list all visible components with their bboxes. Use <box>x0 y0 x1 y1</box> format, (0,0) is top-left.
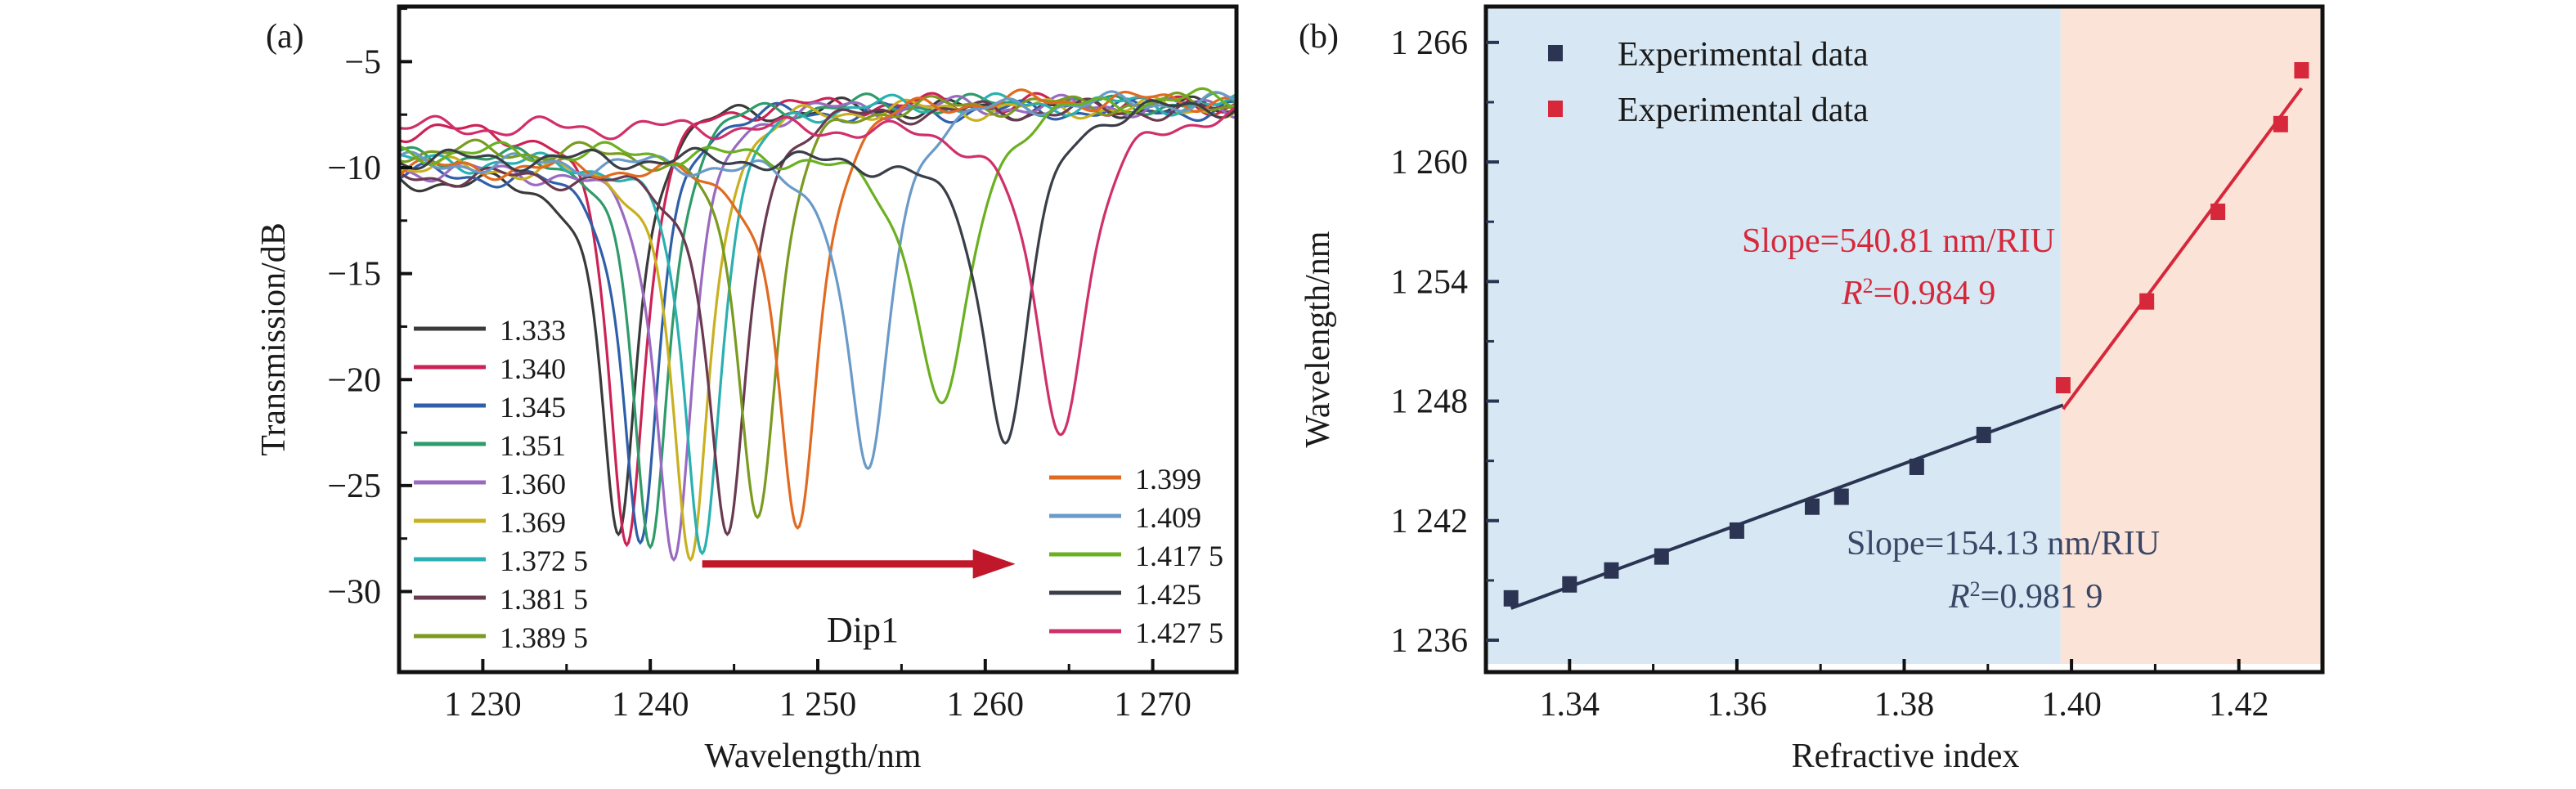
x-tick-label: 1.36 <box>1707 686 1767 724</box>
x-tick-label: 1 250 <box>779 686 857 724</box>
legend-label: 1.372 5 <box>500 545 588 577</box>
panel-a-curves <box>399 87 1236 563</box>
data-point-blue <box>1804 498 1820 515</box>
legend-label: 1.425 <box>1135 578 1201 611</box>
data-point-red <box>2055 377 2071 394</box>
spectrum-line-1.399 <box>399 88 1236 530</box>
y-tick-label: 1 248 <box>1391 383 1469 421</box>
legend-label: 1.340 <box>500 352 566 385</box>
legend-label: 1.389 5 <box>500 621 588 654</box>
fit-annotation-blue: Slope=154.13 nm/RIU R2=0.981 9 <box>1847 525 2160 616</box>
fit-annotation-red: Slope=540.81 nm/RIU R2=0.984 9 <box>1742 222 2055 312</box>
panel-a-y-axis: −5 −10 −15 −20 −25 −30 <box>327 7 412 611</box>
panel-a-x-axis: 1 230 1 240 1 250 1 260 1 270 <box>444 659 1238 724</box>
panel-b-y-axis: 1 236 1 242 1 248 1 254 1 260 1 266 <box>1391 25 1499 660</box>
x-tick-label: 1 260 <box>947 686 1025 724</box>
panel-a-label: (a) <box>266 18 304 56</box>
data-point-blue <box>1503 590 1519 607</box>
panel-a-y-axis-label: Transmission/dB <box>255 222 293 456</box>
panel-b-fit-lines <box>1510 87 2304 610</box>
panel-b-x-axis-label: Refractive index <box>1792 737 2020 775</box>
red-r2-symbol: R <box>1841 275 1863 312</box>
high-index-region <box>2060 7 2322 664</box>
spectrum-line-1.3815 <box>399 97 1236 536</box>
data-point-blue <box>1976 426 1991 443</box>
legend-label: 1.427 5 <box>1135 616 1223 649</box>
legend-marker-red-square <box>1548 101 1563 117</box>
spectrum-line-1.425 <box>399 99 1236 445</box>
legend-label: 1.369 <box>500 506 566 539</box>
spectrum-line-1.4275 <box>399 105 1236 437</box>
y-tick-label: −5 <box>344 43 381 81</box>
x-tick-label: 1.38 <box>1874 686 1935 724</box>
x-tick-label: 1.42 <box>2209 686 2269 724</box>
data-point-red <box>2294 61 2309 78</box>
panel-b-shaded-regions <box>1486 7 2322 664</box>
y-tick-label: 1 254 <box>1391 263 1469 301</box>
panel-b-data-points <box>1503 61 2309 607</box>
dip-arrow-head-icon <box>972 549 1016 579</box>
y-tick-label: −10 <box>327 150 381 187</box>
y-tick-label: 1 260 <box>1391 144 1469 182</box>
legend-label-red: Experimental data <box>1618 92 1869 129</box>
data-point-blue <box>1562 576 1577 593</box>
legend-label: 1.417 5 <box>1135 540 1223 572</box>
y-tick-label: 1 242 <box>1391 503 1469 540</box>
red-r2-label: R2=0.984 9 <box>1841 274 1995 313</box>
panel-b-label: (b) <box>1299 18 1339 56</box>
x-tick-label: 1 230 <box>444 686 522 724</box>
legend-label: 1.333 <box>500 314 566 347</box>
y-tick-label: 1 236 <box>1391 622 1469 660</box>
spectrum-line-1.360 <box>399 93 1236 563</box>
x-tick-label: 1 240 <box>612 686 689 724</box>
data-point-blue <box>1654 548 1669 565</box>
dip-shift-arrow <box>702 549 1016 579</box>
dip-annotation-label: Dip1 <box>827 610 899 650</box>
legend-label: 1.409 <box>1135 501 1201 534</box>
panel-b-legend: Experimental data Experimental data <box>1548 36 1869 129</box>
y-tick-label: −25 <box>327 468 381 505</box>
panel-a-legend-right: 1.399 1.409 1.417 5 1.425 1.427 5 <box>1049 463 1223 649</box>
y-tick-label: −20 <box>327 361 381 399</box>
legend-label: 1.345 <box>500 391 566 424</box>
spectrum-line-1.3895 <box>399 91 1236 520</box>
legend-marker-blue-square <box>1548 45 1563 61</box>
legend-label: 1.399 <box>1135 463 1201 495</box>
legend-label: 1.360 <box>500 468 566 500</box>
data-point-red <box>2210 204 2226 221</box>
panel-a-legend-left: 1.333 1.340 1.345 1.351 1.360 1.369 1.372 5 1.3… <box>414 314 588 654</box>
fit-line-blue <box>1510 403 2064 610</box>
blue-r2-symbol: R <box>1948 578 1970 616</box>
data-point-blue <box>1909 458 1924 475</box>
data-point-red <box>2273 115 2288 132</box>
x-tick-label: 1 270 <box>1114 686 1192 724</box>
blue-slope-label: Slope=154.13 nm/RIU <box>1847 525 2160 563</box>
panel-a-spectra-chart: (a) −5−10−15−20−25−30 1 230 1 240 1 250 1 2… <box>255 4 1239 775</box>
panel-b-x-axis: 1.34 1.36 1.38 1.40 1.42 <box>1485 659 2269 724</box>
low-index-region <box>1486 7 2061 664</box>
legend-label-blue: Experimental data <box>1618 36 1869 74</box>
blue-r2-label: R2=0.981 9 <box>1948 577 2103 616</box>
blue-r2-exponent: 2 <box>1970 577 1981 601</box>
y-tick-label: −30 <box>327 573 381 611</box>
y-tick-label: 1 266 <box>1391 25 1469 62</box>
red-slope-label: Slope=540.81 nm/RIU <box>1742 222 2055 260</box>
panel-a-x-axis-label: Wavelength/nm <box>705 737 922 775</box>
red-r2-value: =0.984 9 <box>1874 275 1996 312</box>
data-point-red <box>2139 293 2155 310</box>
panel-b-y-axis-label: Wavelength/nm <box>1299 231 1337 447</box>
x-tick-label: 1.34 <box>1540 686 1600 724</box>
red-r2-exponent: 2 <box>1863 274 1874 298</box>
blue-r2-value: =0.981 9 <box>1981 578 2103 616</box>
data-point-blue <box>1729 522 1744 539</box>
data-point-blue <box>1604 562 1619 579</box>
x-tick-label: 1.40 <box>2041 686 2102 724</box>
fit-line-red <box>2062 87 2304 410</box>
data-point-blue <box>1833 488 1849 505</box>
legend-label: 1.381 5 <box>500 583 588 616</box>
y-tick-label: −15 <box>327 256 381 294</box>
legend-label: 1.351 <box>500 429 566 462</box>
